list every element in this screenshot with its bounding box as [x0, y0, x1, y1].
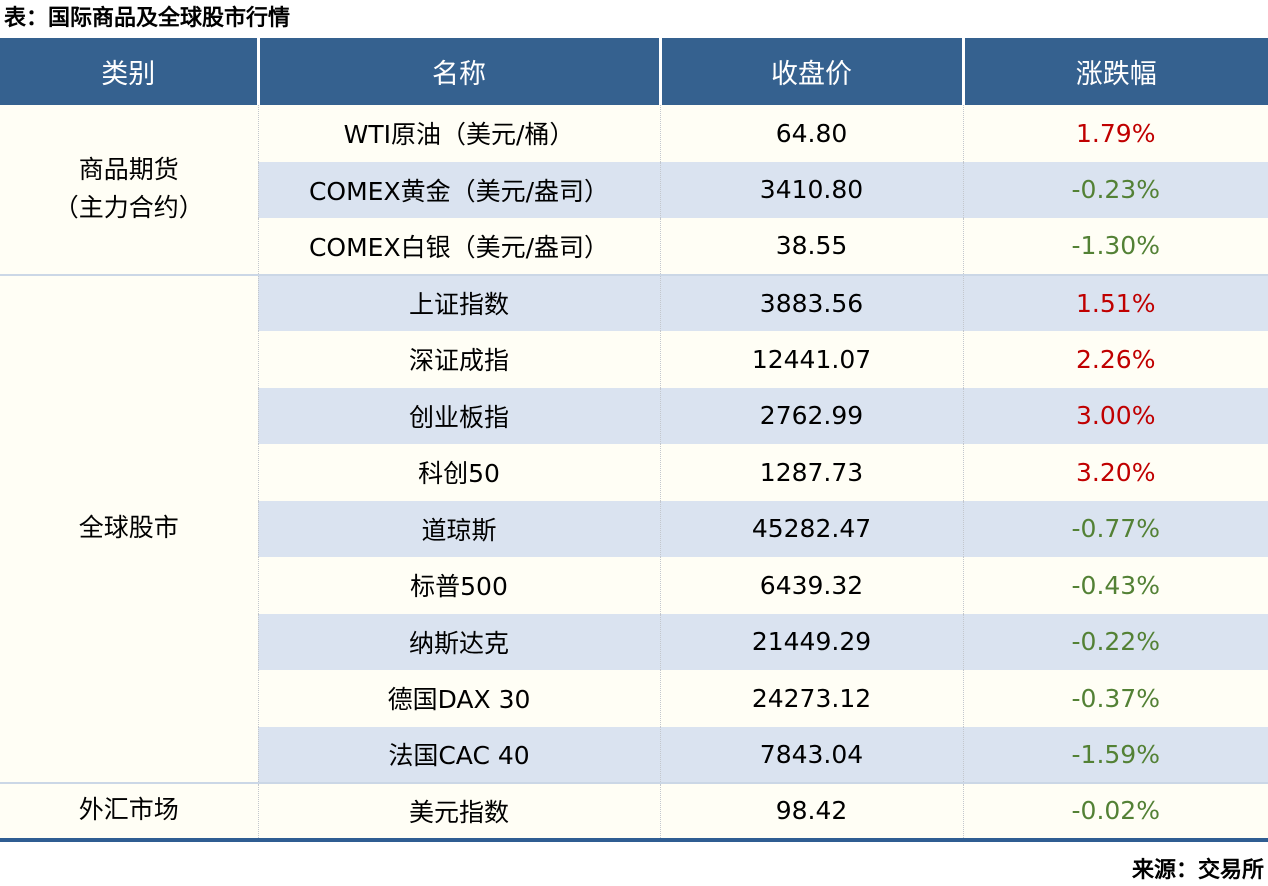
close-cell: 38.55: [659, 218, 963, 275]
change-cell: -0.43%: [962, 557, 1268, 614]
market-table: 类别 名称 收盘价 涨跌幅 商品期货 （主力合约） WTI原油（美元/桶） 64…: [0, 38, 1268, 842]
close-cell: 7843.04: [659, 726, 963, 783]
name-cell: 上证指数: [257, 273, 660, 331]
name-cell: 创业板指: [257, 387, 660, 444]
table-row: 外汇市场 美元指数 98.42 -0.02%: [0, 782, 1268, 842]
close-cell: 2762.99: [659, 387, 963, 444]
table-row: 商品期货 （主力合约） WTI原油（美元/桶） 64.80 1.79%: [0, 105, 1268, 275]
change-cell: 3.20%: [962, 444, 1268, 501]
close-cell: 64.80: [659, 105, 963, 162]
col-header-name: 名称: [256, 38, 660, 105]
close-cell: 45282.47: [659, 500, 963, 557]
name-cell: 美元指数: [257, 782, 660, 842]
name-cell: COMEX白银（美元/盎司）: [257, 218, 660, 275]
close-cell: 21449.29: [659, 613, 963, 670]
category-line: 商品期货: [78, 154, 179, 184]
change-cell: -1.59%: [962, 726, 1268, 783]
category-line: 全球股市: [78, 513, 179, 543]
col-header-category: 类别: [0, 38, 258, 105]
name-cell: 法国CAC 40: [257, 726, 660, 783]
change-cell: 3.00%: [962, 387, 1268, 444]
change-cell: -1.30%: [962, 218, 1268, 275]
change-cell: -0.77%: [962, 500, 1268, 557]
change-cell: 1.51%: [962, 273, 1268, 331]
category-line: （主力合约）: [53, 193, 204, 223]
name-cell: 纳斯达克: [257, 613, 660, 670]
close-cell: 12441.07: [659, 331, 963, 388]
name-cell: COMEX黄金（美元/盎司）: [257, 161, 660, 218]
name-cell: 标普500: [257, 557, 660, 614]
change-cell: -0.02%: [962, 782, 1268, 842]
source-label: 来源：交易所: [1131, 857, 1264, 883]
change-cell: 1.79%: [962, 105, 1268, 162]
page-title: 表：国际商品及全球股市行情: [4, 6, 291, 31]
table-row: COMEX黄金（美元/盎司） 3410.80 -0.23%: [0, 161, 1268, 218]
close-cell: 1287.73: [659, 444, 963, 501]
name-cell: 道琼斯: [257, 500, 660, 557]
table-header-row: 类别 名称 收盘价 涨跌幅: [0, 38, 1268, 105]
name-cell: WTI原油（美元/桶）: [257, 105, 660, 162]
close-cell: 24273.12: [659, 670, 963, 727]
close-cell: 98.42: [659, 782, 963, 842]
table-row: 全球股市 上证指数 3883.56 1.51%: [0, 273, 1268, 783]
close-cell: 3883.56: [659, 273, 963, 331]
close-cell: 3410.80: [659, 161, 963, 218]
change-cell: -0.22%: [962, 613, 1268, 670]
category-cell-commodity-futures: 商品期货 （主力合约）: [0, 105, 258, 275]
change-cell: -0.23%: [962, 161, 1268, 218]
change-cell: -0.37%: [962, 670, 1268, 727]
col-header-close: 收盘价: [658, 38, 963, 105]
category-cell-forex: 外汇市场: [0, 782, 258, 842]
category-cell-global-stocks: 全球股市: [0, 273, 258, 783]
close-cell: 6439.32: [659, 557, 963, 614]
name-cell: 深证成指: [257, 331, 660, 388]
name-cell: 德国DAX 30: [257, 670, 660, 727]
category-line: 外汇市场: [78, 795, 179, 825]
name-cell: 科创50: [257, 444, 660, 501]
col-header-change: 涨跌幅: [961, 38, 1268, 105]
change-cell: 2.26%: [962, 331, 1268, 388]
